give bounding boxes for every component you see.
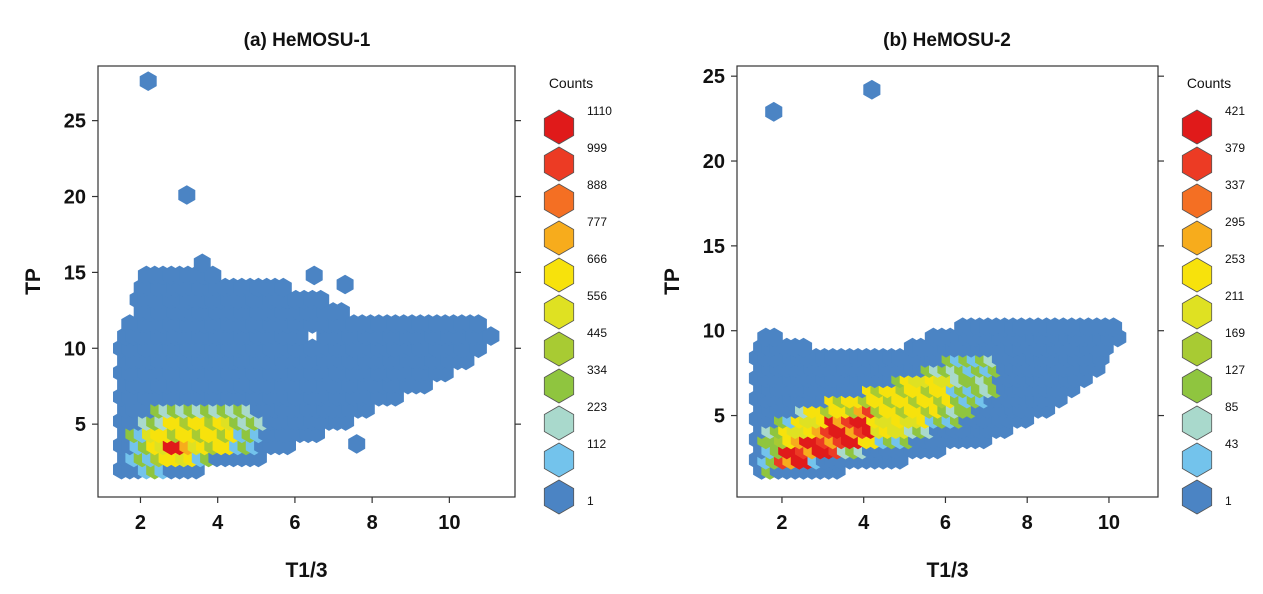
hex-cell — [469, 314, 487, 334]
legend-label: 556 — [587, 289, 607, 303]
hex-outlier — [139, 71, 157, 91]
x-tick-label: 2 — [776, 512, 787, 534]
y-tick-label: 5 — [75, 414, 86, 436]
hex-cell — [765, 327, 783, 348]
x-axis-label: T1/3 — [285, 559, 327, 582]
y-tick-label: 5 — [714, 406, 725, 428]
x-tick-label: 8 — [1022, 512, 1033, 534]
legend-label: 253 — [1225, 252, 1245, 266]
hex-outlier — [765, 101, 783, 122]
legend-label: 85 — [1225, 400, 1239, 414]
legend-label: 445 — [587, 326, 607, 340]
legend-swatch — [1181, 294, 1213, 330]
legend-swatch — [1181, 479, 1213, 515]
y-tick-label: 20 — [64, 187, 86, 209]
hex-outlier — [178, 185, 196, 205]
legend: Counts 421 379 337 295 253 211 169 127 85 43 1 — [1181, 75, 1245, 515]
hex-cell — [204, 265, 222, 286]
legend-title: Counts — [549, 75, 593, 91]
legend-label: 888 — [587, 178, 607, 192]
x-tick-label: 4 — [212, 512, 224, 534]
legend-swatch — [543, 479, 575, 515]
legend-swatch — [1181, 146, 1213, 182]
legend-swatch — [543, 331, 575, 367]
legend-label: 169 — [1225, 326, 1245, 340]
legend-label: 43 — [1225, 437, 1239, 451]
y-tick-label: 20 — [703, 151, 725, 173]
x-tick-label: 4 — [858, 512, 870, 534]
hex-cell — [274, 277, 292, 298]
y-axis-label: TP — [661, 268, 684, 295]
legend-swatch — [1181, 405, 1213, 441]
hex-cell — [312, 289, 330, 310]
hex-cell — [1105, 317, 1123, 338]
legend-swatch — [543, 146, 575, 182]
y-tick-label: 15 — [703, 236, 725, 258]
y-tick-label: 10 — [703, 321, 725, 343]
panel-b: (b) HeMOSU-2 2 4 6 8 10 5 10 15 20 25 T1/3 TP Counts 4… — [661, 30, 1245, 582]
legend-swatch — [1181, 442, 1213, 478]
legend-label: 295 — [1225, 215, 1245, 229]
chart-title: (b) HeMOSU-2 — [883, 30, 1011, 51]
legend-label: 999 — [587, 141, 607, 155]
hexbin-cells — [113, 71, 500, 480]
legend-label: 666 — [587, 252, 607, 266]
hex-cell — [482, 326, 500, 346]
legend-swatch — [543, 442, 575, 478]
legend-label: 1 — [587, 494, 594, 508]
legend-swatch — [543, 368, 575, 404]
legend-swatch — [543, 257, 575, 293]
hex-cell — [795, 337, 813, 358]
x-tick-label: 10 — [1098, 512, 1120, 534]
x-tick-label: 10 — [438, 512, 460, 534]
legend-label: 223 — [587, 400, 607, 414]
x-tick-label: 8 — [367, 512, 378, 534]
y-tick-label: 25 — [64, 111, 86, 133]
legend-label: 112 — [587, 437, 606, 451]
legend-label: 1110 — [587, 104, 612, 118]
x-tick-label: 2 — [135, 512, 146, 534]
hex-outlier — [348, 434, 366, 454]
hex-outlier — [193, 253, 211, 274]
hexbin-cells — [748, 79, 1127, 480]
panel-a: (a) HeMOSU-1 2 4 6 8 10 5 10 15 20 25 T1/3 TP Counts 1… — [22, 30, 612, 582]
legend-label: 421 — [1225, 104, 1245, 118]
plot-frame — [736, 65, 1159, 498]
legend-label: 1 — [1225, 494, 1232, 508]
y-tick-label: 10 — [64, 338, 86, 360]
y-axis-label: TP — [22, 268, 45, 295]
hex-outlier — [336, 274, 354, 295]
legend-swatch — [543, 405, 575, 441]
y-tick-label: 25 — [703, 66, 725, 88]
legend-swatch — [1181, 109, 1213, 145]
legend-label: 337 — [1225, 178, 1245, 192]
legend-title: Counts — [1187, 75, 1231, 91]
legend-swatch — [543, 183, 575, 219]
legend-label: 379 — [1225, 141, 1245, 155]
x-axis-label: T1/3 — [926, 559, 968, 582]
hex-cell — [333, 302, 350, 322]
legend-label: 127 — [1225, 363, 1245, 377]
legend-swatch — [1181, 220, 1213, 256]
chart-title: (a) HeMOSU-1 — [244, 30, 371, 51]
legend-swatch — [1181, 257, 1213, 293]
x-tick-label: 6 — [289, 512, 300, 534]
legend-label: 334 — [587, 363, 607, 377]
hex-outlier — [863, 79, 881, 100]
legend-swatch — [1181, 183, 1213, 219]
plot-frame — [97, 65, 516, 498]
y-tick-label: 15 — [64, 262, 86, 284]
legend-swatch — [543, 294, 575, 330]
hex-outlier — [305, 265, 323, 286]
legend: Counts 1110 999 888 777 666 556 445 334 223 112 1 — [543, 75, 612, 515]
legend-label: 777 — [587, 215, 607, 229]
legend-swatch — [543, 109, 575, 145]
legend-swatch — [543, 220, 575, 256]
x-tick-label: 6 — [940, 512, 951, 534]
legend-label: 211 — [1225, 289, 1244, 303]
legend-swatch — [1181, 331, 1213, 367]
legend-swatch — [1181, 368, 1213, 404]
